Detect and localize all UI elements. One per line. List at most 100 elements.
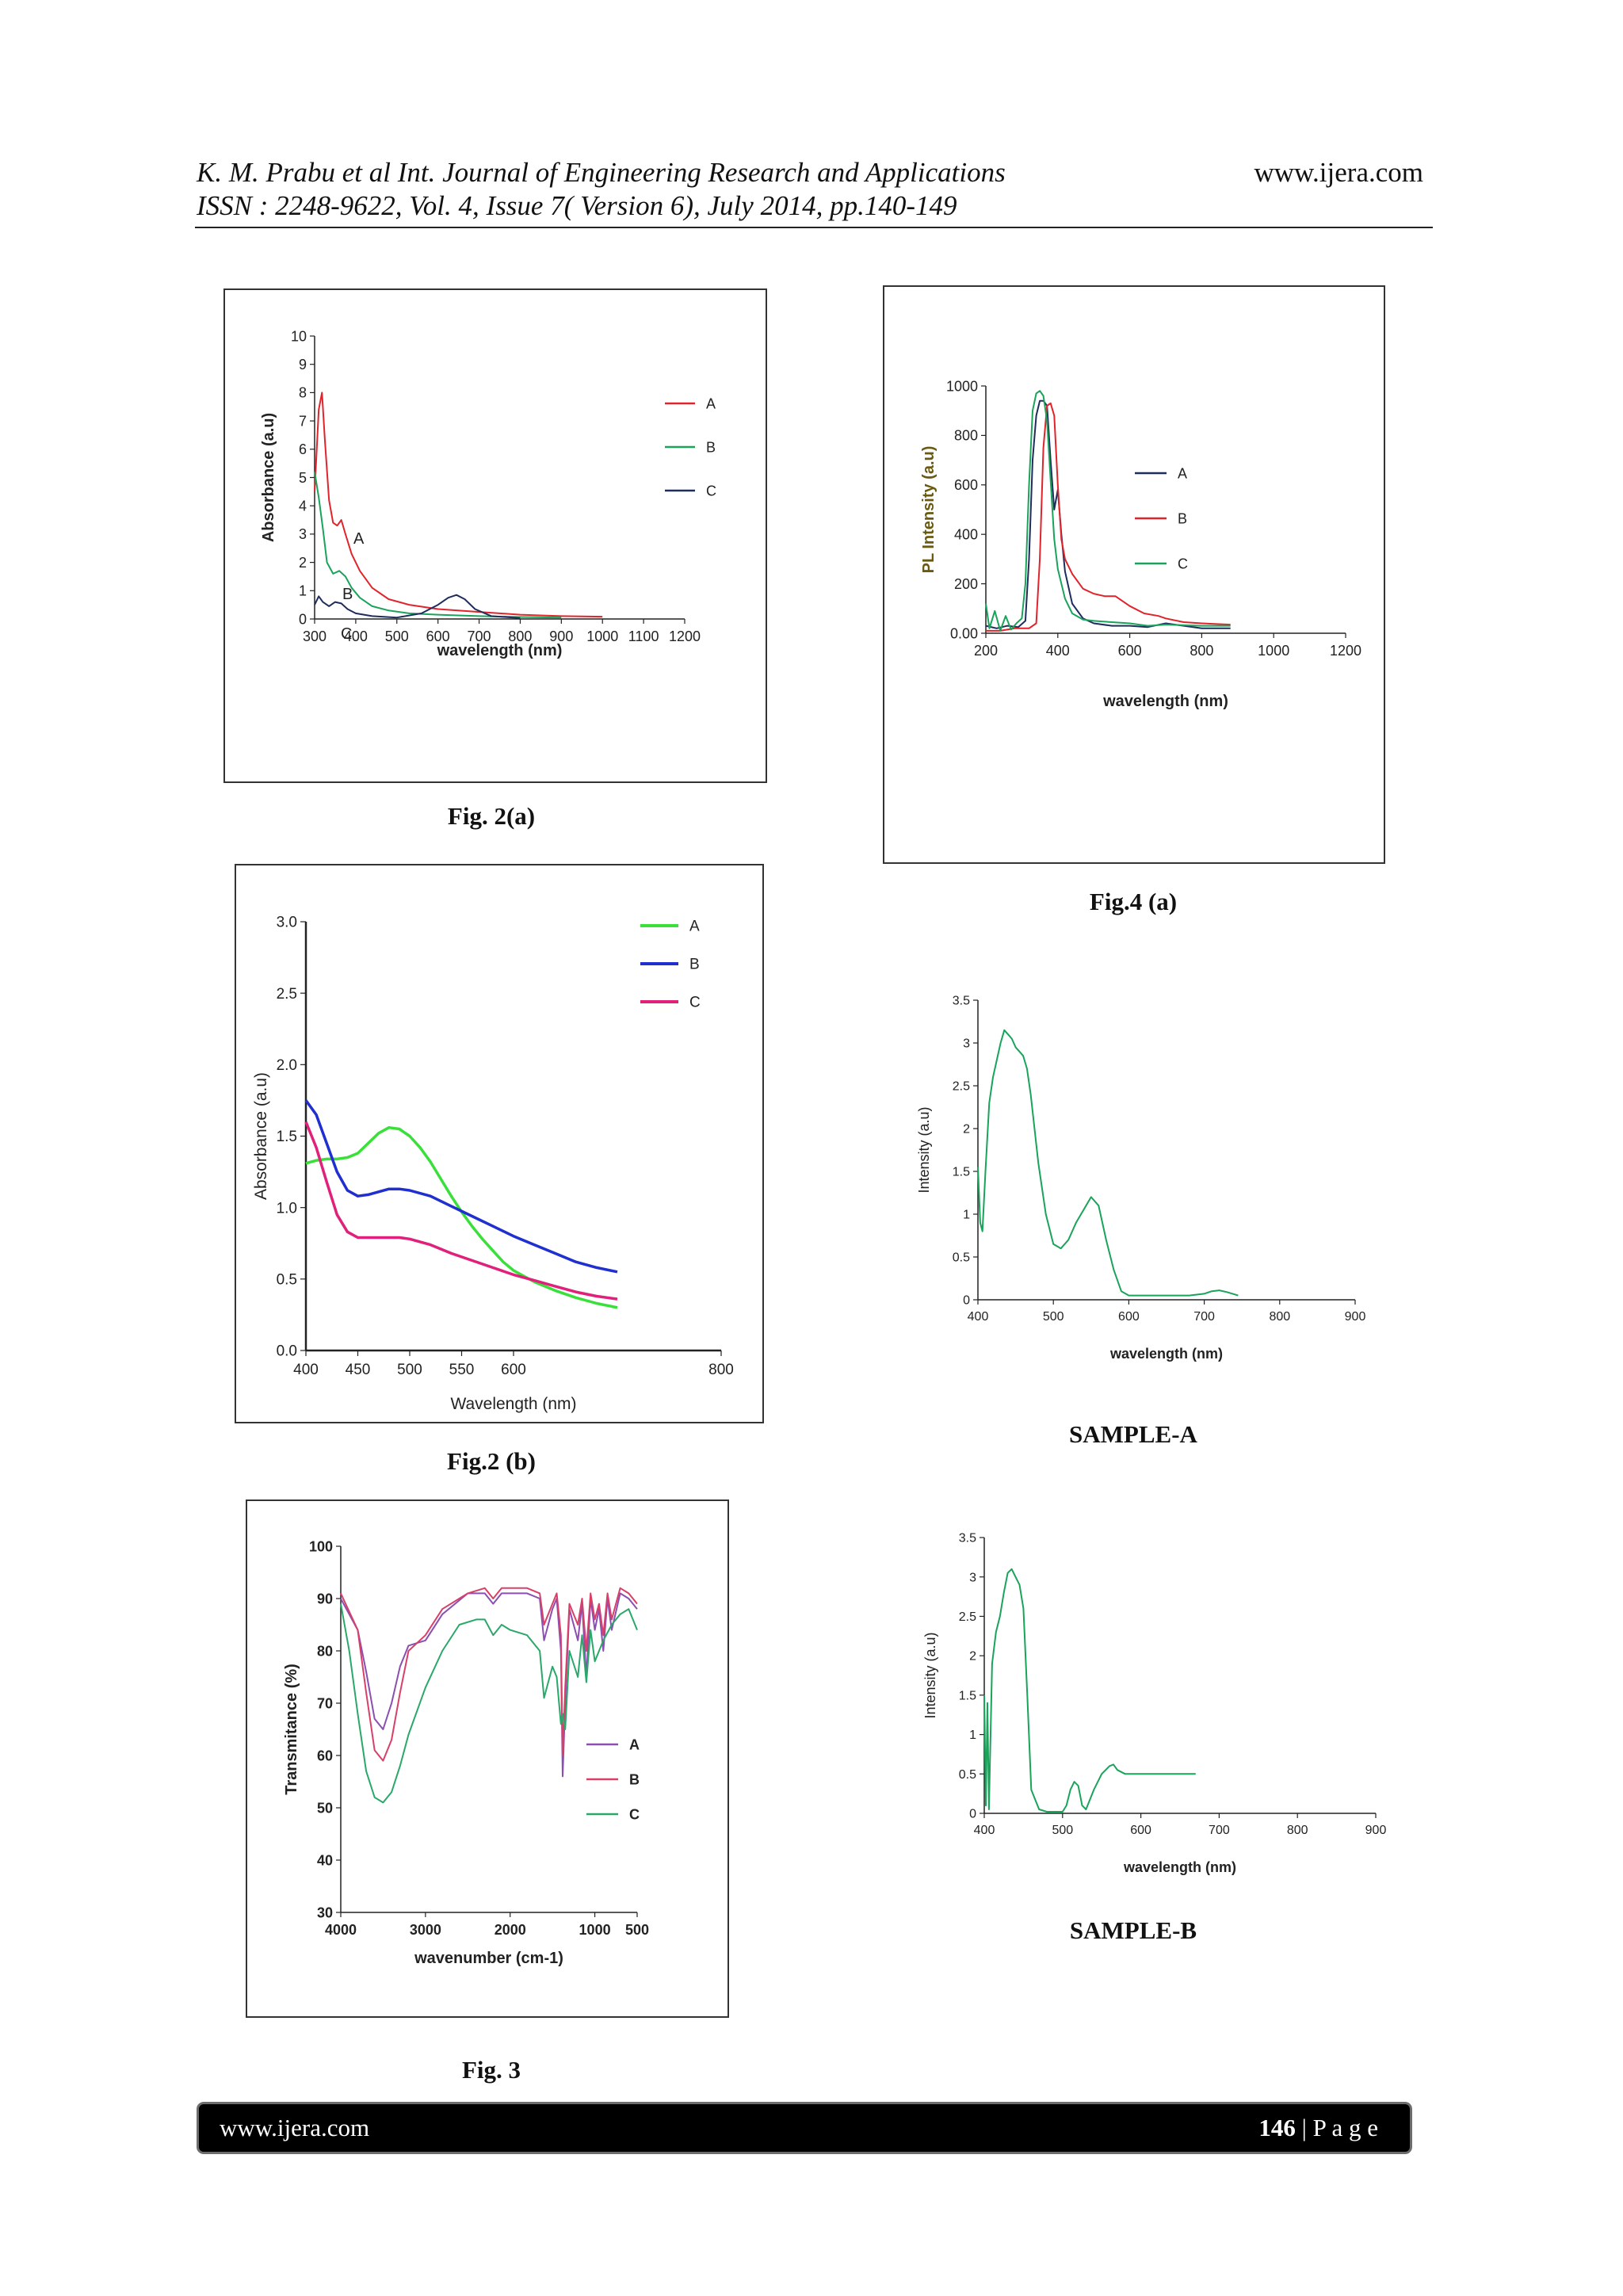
fig3-series-line-B — [340, 1587, 638, 1762]
figure-sample-a: 0 0.5 1 1.5 2 2.5 3 3.5 400 500 600 700 800 900 wavele… — [903, 967, 1395, 1379]
sampleA-y-tick-label: 1 — [963, 1209, 970, 1222]
sampleB-y-tick-label: 1.5 — [959, 1689, 976, 1702]
fig3-x-label: wavenumber (cm-1) — [414, 1950, 563, 1967]
fig3-x-tick-label: 500 — [625, 1922, 649, 1938]
sampleA-y-label: Intensity (a.u) — [916, 1106, 932, 1193]
fig2b-chart: 0.0 0.5 1.0 1.5 2.0 2.5 3.0 400 450 500 550 600 800 W… — [252, 915, 734, 1413]
fig2b-series-line-C — [304, 1121, 618, 1301]
fig2a-x-tick-label: 500 — [385, 628, 409, 644]
fig3-series-line-A — [340, 1592, 638, 1778]
sampleA-y-tick-label: 2 — [963, 1123, 970, 1137]
fig2a-x-label: wavelength (nm) — [437, 642, 563, 659]
sampleB-x-tick-label: 500 — [1052, 1824, 1073, 1837]
fig3-y-tick-label: 90 — [317, 1591, 333, 1606]
figure-3: 30 40 50 60 70 80 90 100 4000 3000 2000 1000 500 wave… — [246, 1499, 729, 2018]
caption-fig2b: Fig.2 (b) — [447, 1447, 536, 1475]
fig3-x-tick-label: 4000 — [325, 1922, 357, 1938]
fig2b-x-label: Wavelength (nm) — [450, 1395, 576, 1413]
fig4a-series-line-C — [985, 390, 1231, 632]
sampleB-y-tick-label: 3.5 — [959, 1532, 976, 1545]
fig2b-series-line-B — [304, 1099, 618, 1274]
fig2b-legend-label: C — [689, 995, 701, 1011]
fig2a-y-tick-label: 5 — [299, 470, 307, 486]
fig2a-x-tick-label: 300 — [303, 628, 327, 644]
fig2b-x-tick-label: 400 — [293, 1362, 319, 1378]
fig4a-x-tick-label: 200 — [974, 643, 998, 659]
fig4a-x-tick-label: 1200 — [1330, 643, 1361, 659]
sampleB-x-label: wavelength (nm) — [1123, 1859, 1236, 1875]
fig2b-x-tick-label: 600 — [501, 1362, 526, 1378]
fig3-y-tick-label: 60 — [317, 1748, 333, 1763]
sampleB-y-tick-label: 0.5 — [959, 1768, 976, 1782]
sampleA-x-tick-label: 600 — [1118, 1310, 1140, 1324]
sampleB-x-tick-label: 800 — [1287, 1824, 1308, 1837]
sampleA-x-label: wavelength (nm) — [1109, 1346, 1223, 1362]
fig2b-series-line-A — [305, 1125, 618, 1309]
header-url[interactable]: www.ijera.com — [1254, 157, 1424, 188]
fig4a-x-label: wavelength (nm) — [1102, 693, 1228, 710]
sampleA-y-tick-label: 0 — [963, 1294, 970, 1308]
figure-sample-b: 0 0.5 1 1.5 2 2.5 3 3.5 400 500 600 700 800 900 wavele… — [903, 1509, 1411, 1881]
fig3-chart: 30 40 50 60 70 80 90 100 4000 3000 2000 1000 500 wave… — [283, 1538, 649, 1967]
fig4a-y-label: PL Intensity (a.u) — [920, 446, 938, 574]
sampleA-series-line-0 — [977, 1029, 1239, 1297]
fig3-series-line-C — [340, 1603, 638, 1804]
caption-sample-b: SAMPLE-B — [1069, 1916, 1197, 1944]
sampleA-x-tick-label: 700 — [1193, 1310, 1215, 1324]
figure-2b: 0.0 0.5 1.0 1.5 2.0 2.5 3.0 400 450 500 550 600 800 W… — [235, 864, 764, 1423]
page-number: 146 | P a g e — [1258, 2114, 1378, 2142]
fig3-x-tick-label: 1000 — [579, 1922, 611, 1938]
fig2a-y-label: Absorbance (a.u) — [260, 413, 277, 542]
page-label: | P a g e — [1295, 2114, 1378, 2141]
fig2b-x-tick-label: 450 — [346, 1362, 371, 1378]
caption-fig2a: Fig. 2(a) — [447, 802, 536, 830]
fig3-legend-label: B — [629, 1771, 640, 1787]
fig2b-x-tick-label: 550 — [449, 1362, 475, 1378]
issn-line: ISSN : 2248-9622, Vol. 4, Issue 7( Versi… — [197, 190, 957, 221]
fig4a-x-tick-label: 800 — [1190, 643, 1213, 659]
page-number-value: 146 — [1258, 2114, 1296, 2141]
fig4a-y-tick-label: 0.00 — [950, 625, 978, 641]
fig2a-curve-annotation: A — [353, 530, 365, 548]
fig2a-y-tick-label: 6 — [299, 441, 307, 457]
sampleA-y-tick-label: 1.5 — [953, 1166, 970, 1179]
fig2a-x-tick-label: 400 — [344, 628, 368, 644]
sample-a-chart: 0 0.5 1 1.5 2 2.5 3 3.5 400 500 600 700 800 900 wavele… — [916, 995, 1365, 1362]
fig2b-x-tick-label: 500 — [397, 1362, 422, 1378]
figure-4a: 0.00 200 400 600 800 1000 200 400 600 800 1000 1200… — [883, 285, 1385, 864]
fig2a-legend-label: B — [706, 439, 716, 455]
fig2a-y-tick-label: 3 — [299, 526, 307, 542]
fig4a-legend-label: C — [1178, 556, 1188, 571]
fig4a-series-line-A — [985, 399, 1231, 629]
fig4a-y-tick-label: 600 — [954, 477, 978, 493]
sampleB-y-tick-label: 2.5 — [959, 1610, 976, 1624]
journal-citation: K. M. Prabu et al Int. Journal of Engine… — [197, 157, 1006, 188]
fig4a-legend-label: B — [1178, 510, 1187, 526]
sampleB-series-line-0 — [983, 1568, 1196, 1813]
sampleB-y-tick-label: 0 — [969, 1808, 976, 1821]
fig2b-y-tick-label: 0.5 — [277, 1271, 297, 1288]
fig2a-y-tick-label: 4 — [299, 499, 307, 514]
sampleB-y-tick-label: 2 — [969, 1650, 976, 1664]
figure-2a: 0 1 2 3 4 5 6 7 8 9 10 300 400 500 600 700 800 900 1000 110… — [223, 288, 767, 783]
fig2a-x-tick-label: 1100 — [628, 628, 659, 644]
fig2a-y-tick-label: 10 — [291, 328, 307, 344]
footer-url[interactable]: www.ijera.com — [220, 2114, 370, 2141]
fig4a-chart: 0.00 200 400 600 800 1000 200 400 600 800 1000 1200… — [920, 378, 1361, 710]
sampleA-y-tick-label: 3.5 — [953, 995, 970, 1008]
sampleA-x-tick-label: 800 — [1269, 1310, 1290, 1324]
fig4a-x-tick-label: 600 — [1118, 643, 1142, 659]
fig4a-legend-label: A — [1178, 465, 1187, 481]
fig2a-x-tick-label: 900 — [549, 628, 573, 644]
page-footer: www.ijera.com 146 | P a g e — [197, 2102, 1412, 2154]
fig2a-chart: 0 1 2 3 4 5 6 7 8 9 10 300 400 500 600 700 800 900 1000 110… — [260, 328, 716, 659]
fig3-y-tick-label: 30 — [317, 1904, 333, 1920]
sampleB-x-tick-label: 400 — [974, 1824, 995, 1837]
fig2a-x-tick-label: 1200 — [669, 628, 701, 644]
fig3-x-tick-label: 3000 — [410, 1922, 441, 1938]
sample-b-chart: 0 0.5 1 1.5 2 2.5 3 3.5 400 500 600 700 800 900 wavele… — [922, 1532, 1387, 1875]
fig2b-y-tick-label: 2.5 — [277, 986, 297, 1003]
sampleA-y-tick-label: 2.5 — [953, 1080, 970, 1094]
fig4a-series-line-B — [986, 402, 1231, 632]
sampleB-x-tick-label: 900 — [1365, 1824, 1387, 1837]
